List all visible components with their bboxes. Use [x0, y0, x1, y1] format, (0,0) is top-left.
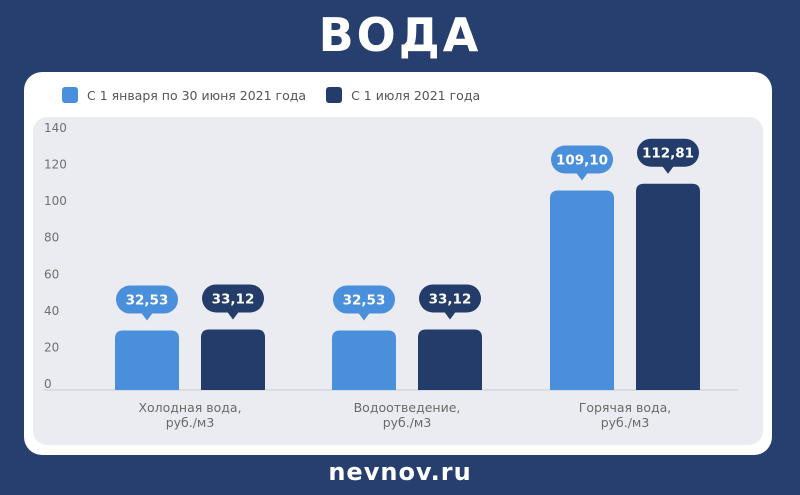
y-tick-label: 20 [44, 340, 59, 354]
site-url: nevnov.ru [328, 458, 472, 486]
data-label: 33,12 [212, 291, 255, 307]
bar-period-2 [201, 329, 265, 390]
legend-item-period-1: С 1 января по 30 июня 2021 года [62, 87, 306, 103]
data-label: 32,53 [126, 293, 169, 309]
data-label-bubble [116, 285, 178, 314]
category-label: Горячая вода, [579, 400, 672, 415]
category-label: руб./м3 [383, 415, 432, 430]
category-label: руб./м3 [601, 415, 650, 430]
data-label-pointer [662, 165, 674, 174]
data-label-pointer [576, 172, 588, 181]
legend-swatch-period-2 [326, 87, 343, 103]
y-tick-label: 120 [44, 158, 67, 172]
data-label: 33,12 [429, 291, 472, 307]
data-label-bubble [333, 285, 395, 314]
legend-item-period-2: С 1 июля 2021 года [326, 87, 480, 103]
y-tick-label: 40 [44, 304, 59, 318]
data-label: 109,10 [556, 153, 608, 169]
y-tick-label: 60 [44, 267, 59, 281]
legend-swatch-period-1 [62, 87, 78, 103]
y-tick-label: 80 [44, 231, 59, 245]
data-label-pointer [141, 312, 153, 321]
bar-period-1 [115, 330, 179, 390]
bar-period-2 [636, 183, 700, 390]
data-label-bubble [637, 138, 699, 167]
data-label-pointer [227, 311, 239, 320]
data-label-bubble [551, 145, 613, 174]
bar-period-1 [332, 330, 396, 390]
category-label: Водоотведение, [354, 400, 461, 415]
bar-period-2 [418, 329, 482, 390]
category-label: руб./м3 [166, 415, 215, 430]
legend-label-period-1: С 1 января по 30 июня 2021 года [87, 87, 307, 103]
legend-label-period-2: С 1 июля 2021 года [351, 87, 481, 103]
y-tick-label: 0 [44, 377, 52, 391]
category-label: Холодная вода, [138, 400, 241, 415]
data-label-bubble [202, 284, 264, 313]
data-label: 32,53 [343, 293, 386, 309]
y-tick-label: 100 [44, 194, 67, 208]
data-label: 112,81 [642, 146, 694, 162]
y-tick-label: 140 [44, 121, 67, 135]
data-label-pointer [444, 311, 456, 320]
page-title: ВОДА [318, 8, 482, 62]
data-label-pointer [358, 312, 370, 321]
bar-period-1 [550, 190, 614, 390]
data-label-bubble [419, 284, 481, 313]
chart-legend: С 1 января по 30 июня 2021 года С 1 июля… [62, 87, 480, 103]
